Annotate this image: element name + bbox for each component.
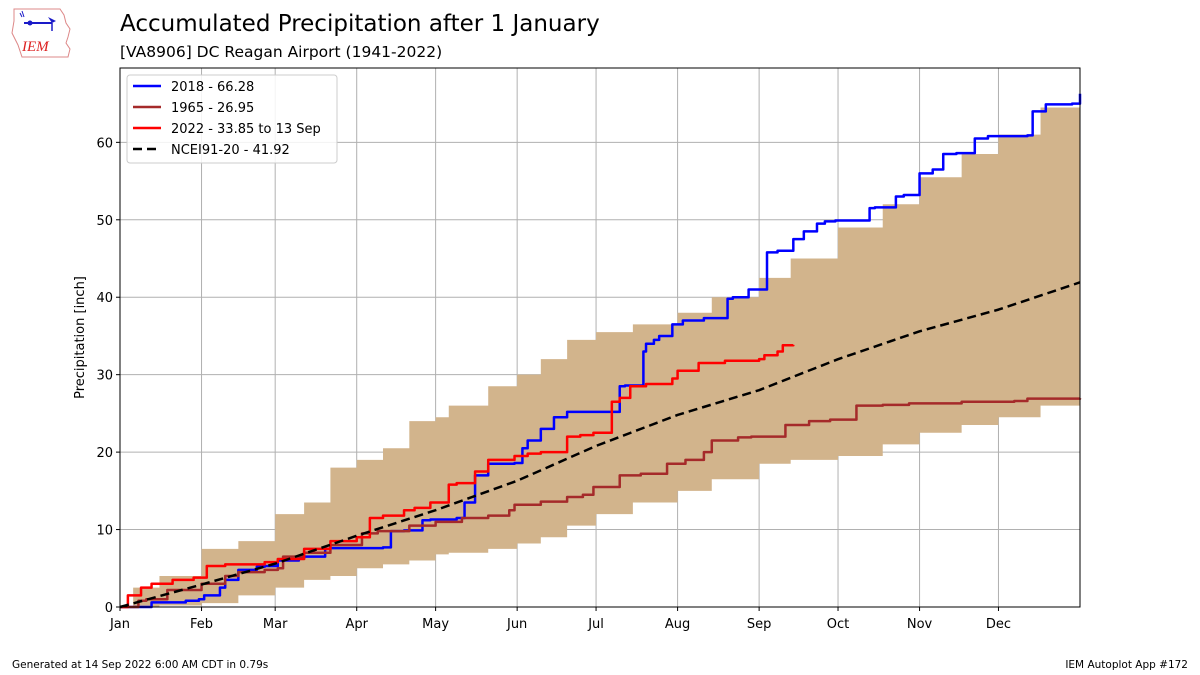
x-tick-label: Oct bbox=[827, 617, 849, 632]
x-tick-label: May bbox=[422, 617, 449, 632]
x-tick-label: Sep bbox=[747, 617, 772, 632]
series-line-2022 bbox=[120, 343, 795, 609]
x-axis: Jan Feb Mar Apr May Jun Jul Aug Sep Oct Nov Dec bbox=[109, 607, 1011, 632]
y-tick-label: 30 bbox=[96, 369, 113, 384]
band-layer bbox=[120, 93, 1080, 608]
y-tick-label: 20 bbox=[96, 446, 113, 461]
legend: 2018 - 66.28 1965 - 26.95 2022 - 33.85 to … bbox=[126, 74, 338, 164]
legend-entry: 1965 - 26.95 bbox=[171, 101, 254, 116]
legend-entry: 2022 - 33.85 to 13 Sep bbox=[171, 122, 321, 137]
logo-text: IEM bbox=[21, 39, 50, 55]
legend-box bbox=[126, 74, 338, 164]
y-tick-label: 40 bbox=[96, 291, 113, 306]
y-axis: 0 10 20 30 40 50 60 bbox=[96, 136, 120, 616]
x-tick-label: Apr bbox=[345, 617, 368, 632]
y-tick-label: 60 bbox=[96, 136, 113, 151]
series-line-ncei91-20 bbox=[119, 281, 1081, 609]
generated-timestamp: Generated at 14 Sep 2022 6:00 AM CDT in … bbox=[12, 659, 269, 671]
x-tick-label: Jan bbox=[109, 617, 130, 632]
x-tick-label: Jun bbox=[506, 617, 527, 632]
range-band bbox=[120, 93, 1080, 608]
chart-subtitle: [VA8906] DC Reagan Airport (1941-2022) bbox=[120, 43, 443, 61]
app-label: IEM Autoplot App #172 bbox=[1065, 659, 1188, 671]
legend-entry: 2018 - 66.28 bbox=[171, 80, 254, 95]
x-tick-label: Aug bbox=[665, 617, 690, 632]
x-tick-label: Dec bbox=[986, 617, 1011, 632]
x-tick-label: Feb bbox=[190, 617, 213, 632]
x-tick-label: Jul bbox=[587, 617, 604, 632]
y-axis-label: Precipitation [inch] bbox=[73, 276, 88, 399]
legend-entry: NCEI91-20 - 41.92 bbox=[171, 143, 290, 158]
plot-frame bbox=[119, 67, 1081, 608]
y-tick-label: 50 bbox=[96, 214, 113, 229]
chart-title: Accumulated Precipitation after 1 Januar… bbox=[120, 11, 600, 37]
x-tick-label: Nov bbox=[907, 617, 933, 632]
y-tick-label: 0 bbox=[105, 601, 113, 616]
series-line-1965 bbox=[120, 397, 1082, 609]
series-layer bbox=[119, 93, 1082, 609]
x-tick-label: Mar bbox=[263, 617, 288, 632]
iem-logo: IEM bbox=[11, 8, 71, 58]
y-tick-label: 10 bbox=[96, 524, 113, 539]
